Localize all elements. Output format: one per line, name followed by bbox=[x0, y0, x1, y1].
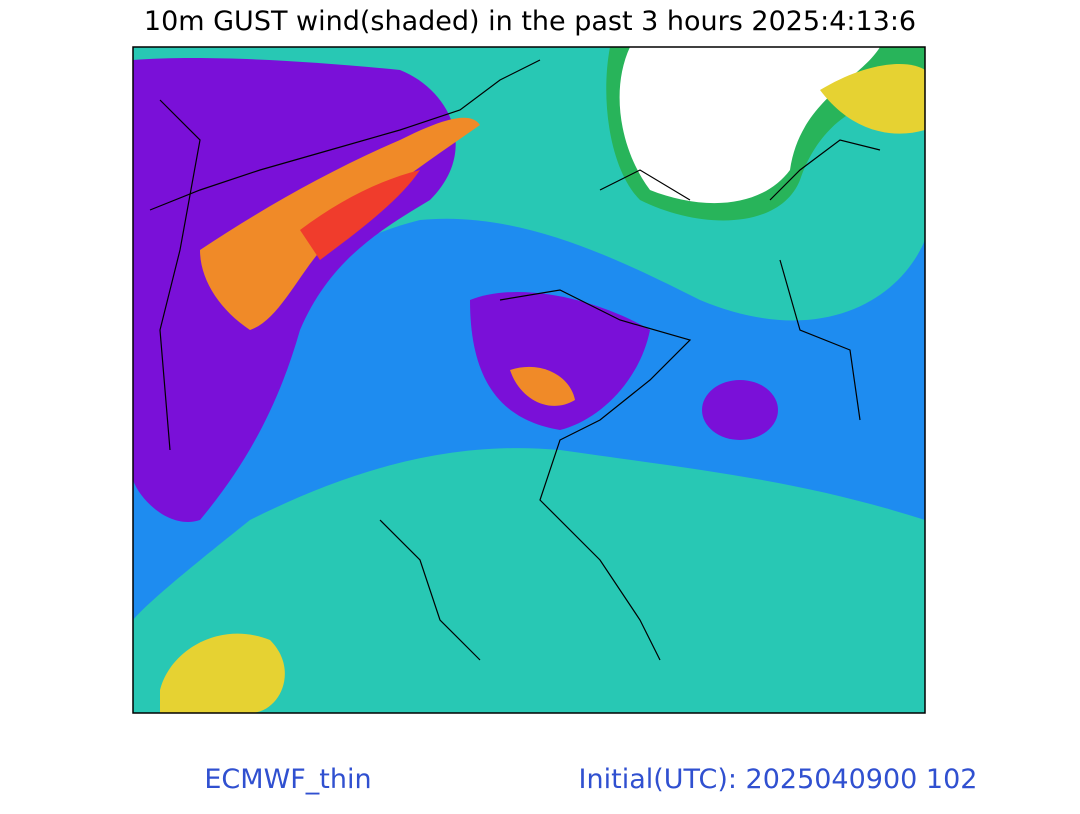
region-yellow-2 bbox=[160, 633, 285, 713]
boundaries bbox=[149, 59, 881, 661]
map-frame bbox=[132, 46, 926, 714]
initial-time: Initial(UTC): 2025040900 102 bbox=[579, 764, 978, 795]
region-purple-3 bbox=[702, 380, 778, 440]
model-name: ECMWF_thin bbox=[204, 764, 371, 795]
shaded-field bbox=[133, 47, 925, 713]
region-orange-2 bbox=[510, 366, 575, 406]
region-white bbox=[619, 47, 880, 204]
region-red bbox=[300, 170, 420, 260]
region-purple-2 bbox=[470, 291, 650, 430]
title: 10m GUST wind(shaded) in the past 3 hour… bbox=[144, 6, 916, 37]
region-yellow bbox=[820, 64, 925, 134]
